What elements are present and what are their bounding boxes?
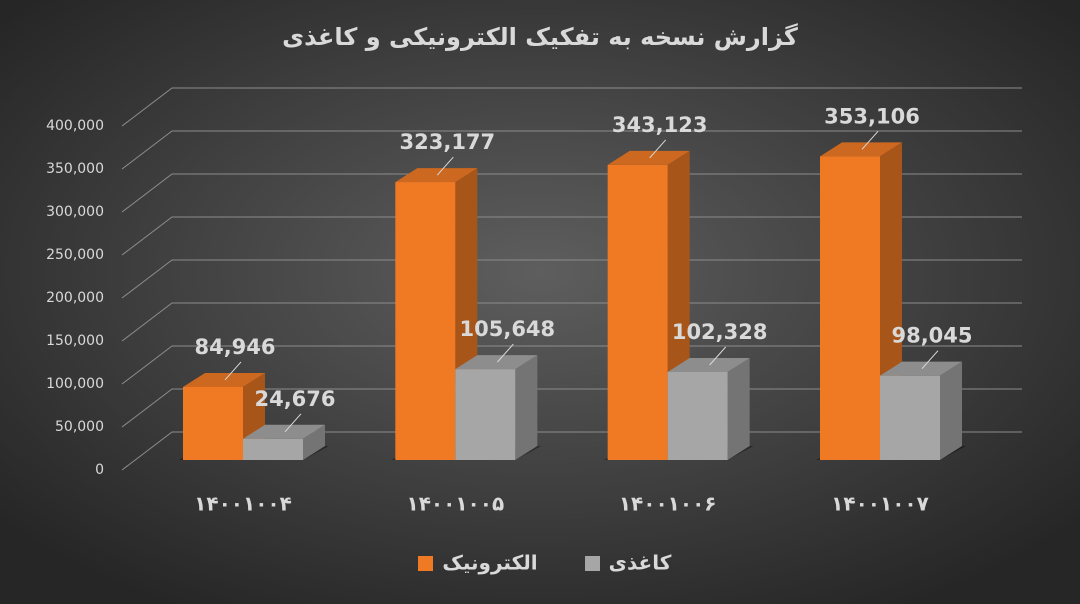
bar-side bbox=[940, 361, 962, 460]
y-tick-label: 200,000 bbox=[46, 290, 104, 306]
bar-top bbox=[243, 424, 325, 439]
bar-top bbox=[395, 168, 478, 183]
leader-line bbox=[496, 343, 514, 363]
value-label: 343,123 bbox=[612, 113, 708, 137]
value-label: 105,648 bbox=[460, 317, 556, 341]
x-tick-label: ۱۴۰۰۱۰۰۵ bbox=[407, 492, 505, 516]
bar-front bbox=[880, 375, 940, 460]
y-tick-label: 250,000 bbox=[46, 247, 104, 263]
x-tick-label: ۱۴۰۰۱۰۰۷ bbox=[831, 492, 929, 516]
bar-top bbox=[183, 372, 265, 387]
bar-top bbox=[880, 361, 962, 376]
bar-top bbox=[607, 150, 690, 165]
leader-line bbox=[921, 350, 939, 370]
bar-side bbox=[727, 357, 750, 460]
bar-front bbox=[667, 371, 728, 460]
bar-side bbox=[515, 355, 538, 460]
grid-line bbox=[121, 302, 1022, 342]
chart-title: گزارش نسخه به تفکیک الکترونیکی و کاغذی bbox=[282, 23, 798, 51]
bar-top bbox=[455, 355, 538, 370]
bar bbox=[243, 424, 325, 460]
bar-front bbox=[243, 438, 303, 460]
bar-front bbox=[455, 369, 516, 460]
bar-front bbox=[607, 164, 668, 460]
leader-line bbox=[224, 361, 242, 381]
y-tick-label: 0 bbox=[95, 462, 104, 478]
grid-line bbox=[121, 87, 1022, 127]
bar-front bbox=[395, 182, 456, 460]
value-label: 24,676 bbox=[254, 387, 335, 411]
grid-line bbox=[121, 345, 1022, 385]
leader-line bbox=[861, 130, 879, 150]
y-tick-label: 50,000 bbox=[55, 419, 104, 435]
legend-swatch bbox=[418, 556, 433, 571]
leader-line bbox=[284, 413, 302, 433]
value-label: 353,106 bbox=[824, 104, 920, 128]
x-tick-label: ۱۴۰۰۱۰۰۴ bbox=[194, 492, 292, 516]
leader-line bbox=[436, 156, 454, 176]
bar-top bbox=[820, 142, 902, 157]
grid-line bbox=[121, 216, 1022, 256]
bar bbox=[820, 142, 902, 460]
bar bbox=[455, 355, 538, 460]
grid-line bbox=[121, 259, 1022, 299]
value-label: 84,946 bbox=[194, 335, 275, 359]
bar-front bbox=[820, 156, 880, 460]
y-tick-label: 400,000 bbox=[46, 118, 104, 134]
y-tick-label: 350,000 bbox=[46, 161, 104, 177]
value-label: 323,177 bbox=[400, 130, 496, 154]
bar bbox=[880, 361, 962, 460]
grid-line bbox=[121, 173, 1022, 213]
value-label: 102,328 bbox=[672, 320, 768, 344]
x-tick-label: ۱۴۰۰۱۰۰۶ bbox=[619, 492, 717, 516]
leader-line bbox=[649, 139, 667, 159]
bar-top bbox=[667, 357, 750, 372]
legend-label: الکترونیک bbox=[442, 551, 537, 575]
grid-line bbox=[121, 130, 1022, 170]
y-tick-label: 300,000 bbox=[46, 204, 104, 220]
value-label: 98,045 bbox=[891, 324, 972, 348]
y-tick-label: 100,000 bbox=[46, 376, 104, 392]
legend-label: کاغذی bbox=[609, 551, 672, 575]
legend-swatch bbox=[585, 556, 600, 571]
y-tick-label: 150,000 bbox=[46, 333, 104, 349]
bar-front bbox=[183, 386, 243, 460]
bar bbox=[667, 357, 750, 460]
leader-line bbox=[709, 346, 727, 366]
bar-side bbox=[303, 424, 325, 460]
